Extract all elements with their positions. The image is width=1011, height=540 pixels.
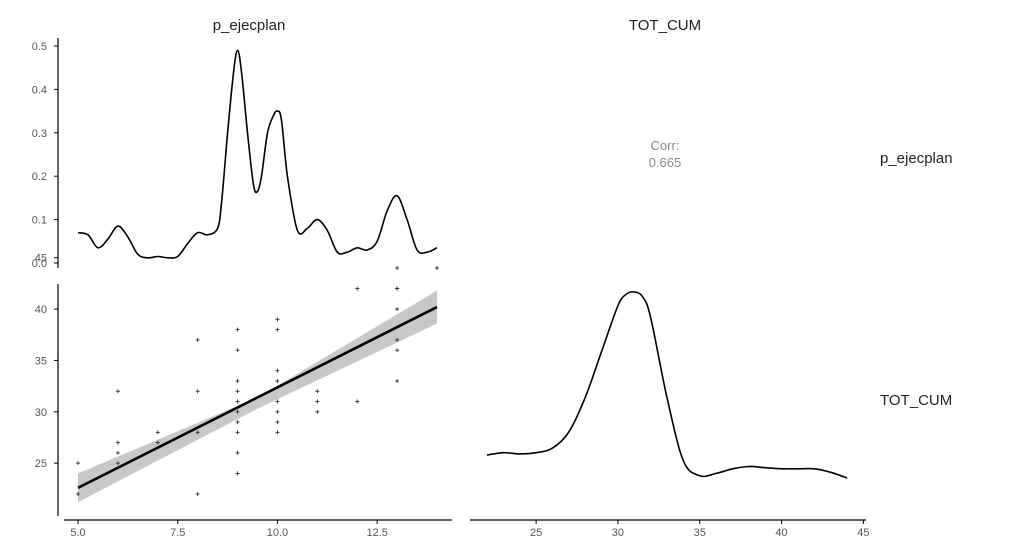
data-point xyxy=(395,379,400,383)
data-point xyxy=(395,337,400,342)
data-point xyxy=(315,389,320,394)
x-tick-label: 10.0 xyxy=(267,527,288,539)
scatter-panel: 25 30 35 40 45 5.0 7.5 10.0 12.5 xyxy=(35,253,452,539)
data-point xyxy=(76,492,80,496)
y-tick-label: 0.4 xyxy=(32,84,47,96)
y-tick-label: 0.3 xyxy=(32,128,47,140)
data-point xyxy=(115,389,120,394)
data-point xyxy=(235,409,240,414)
x-tick-label: 5.0 xyxy=(70,527,85,539)
data-point xyxy=(355,399,360,404)
x-tick-label: 40 xyxy=(775,527,787,539)
data-point xyxy=(275,327,280,332)
x-tick-label: 35 xyxy=(694,527,706,539)
data-point xyxy=(115,450,120,455)
data-point xyxy=(315,399,320,404)
correlation-panel: Corr: 0.665 xyxy=(649,138,682,170)
confidence-ribbon xyxy=(78,290,437,503)
data-point xyxy=(275,368,280,373)
data-point xyxy=(395,307,400,312)
data-point xyxy=(275,399,280,404)
x-tick-label: 25 xyxy=(530,527,542,539)
data-point xyxy=(315,409,320,414)
data-point xyxy=(275,430,280,435)
x-tick-label: 7.5 xyxy=(170,527,185,539)
data-point xyxy=(235,420,240,425)
data-point xyxy=(235,389,240,394)
data-point xyxy=(115,440,120,445)
row-label-tot-cum: TOT_CUM xyxy=(880,392,952,409)
data-point xyxy=(235,327,240,332)
data-point xyxy=(275,409,280,414)
data-point xyxy=(76,461,80,466)
data-point xyxy=(195,492,200,496)
data-point xyxy=(395,286,400,291)
data-point xyxy=(235,471,240,476)
data-point xyxy=(275,379,280,383)
data-point xyxy=(235,399,240,404)
data-point xyxy=(275,317,280,322)
data-point xyxy=(395,266,400,270)
data-point xyxy=(435,266,439,270)
x-tick-label: 45 xyxy=(857,527,869,539)
column-label-p-ejecplan: p_ejecplan xyxy=(213,17,286,34)
x-tick-label: 30 xyxy=(612,527,624,539)
y-tick-label: 0.2 xyxy=(32,171,47,183)
data-point xyxy=(115,461,120,466)
x-tick-label: 12.5 xyxy=(366,527,387,539)
data-point xyxy=(235,379,240,383)
density-panel-p-ejecplan: 0.0 0.1 0.2 0.3 0.4 0.5 xyxy=(32,38,438,270)
corr-value: 0.665 xyxy=(649,155,682,170)
density-line-p-ejecplan xyxy=(77,49,438,259)
data-point xyxy=(195,337,200,342)
data-point xyxy=(395,348,400,353)
data-point xyxy=(155,440,160,445)
data-point xyxy=(275,420,280,425)
y-tick-label: 45 xyxy=(35,253,47,265)
regression-line xyxy=(77,305,438,489)
data-point xyxy=(155,430,160,435)
data-point xyxy=(195,430,200,435)
y-tick-label: 30 xyxy=(35,407,47,419)
data-point xyxy=(195,389,200,394)
column-label-tot-cum: TOT_CUM xyxy=(629,17,701,34)
y-tick-label: 25 xyxy=(35,458,47,470)
data-point xyxy=(355,286,360,291)
density-line-tot-cum xyxy=(486,291,848,479)
data-point xyxy=(235,348,240,353)
data-point xyxy=(235,430,240,435)
y-tick-label: 0.5 xyxy=(32,41,47,53)
density-panel-tot-cum: 25 30 35 40 45 xyxy=(470,291,869,539)
y-tick-label: 35 xyxy=(35,355,47,367)
corr-label: Corr: xyxy=(651,138,680,153)
y-tick-label: 40 xyxy=(35,304,47,316)
row-label-p-ejecplan: p_ejecplan xyxy=(880,150,953,167)
y-tick-label: 0.0 xyxy=(32,258,47,270)
data-point xyxy=(235,450,240,455)
y-tick-label: 0.1 xyxy=(32,215,47,227)
